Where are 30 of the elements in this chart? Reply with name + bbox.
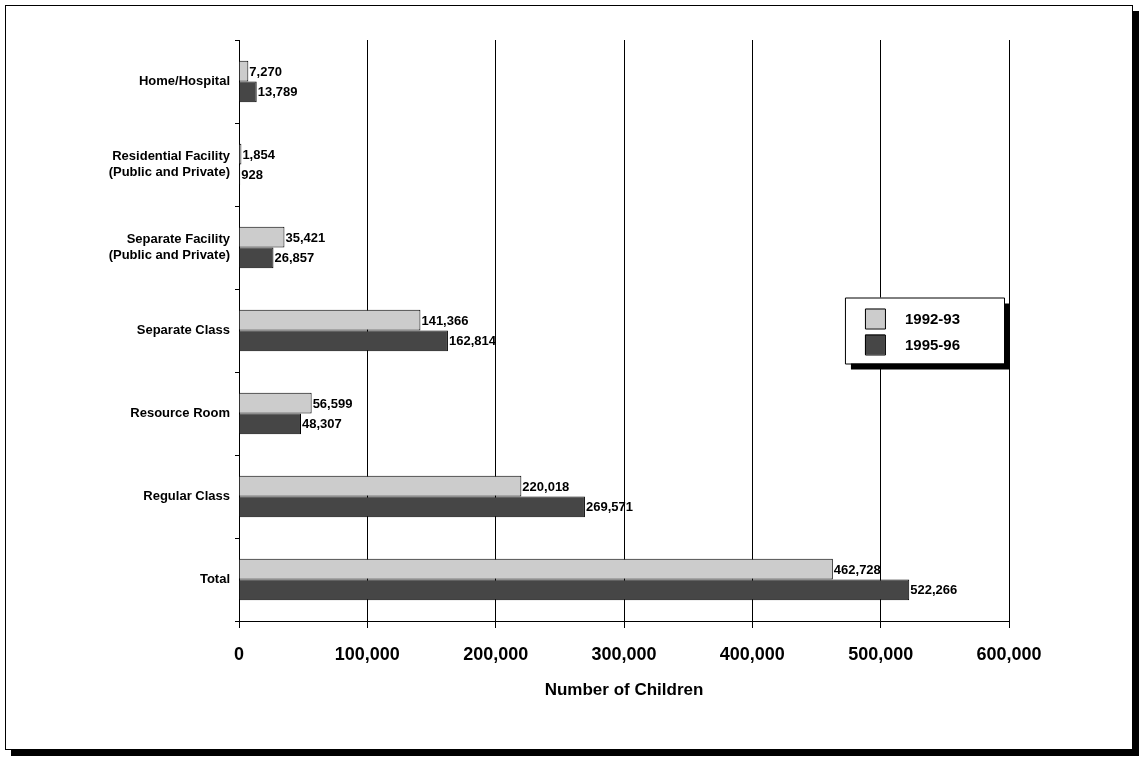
x-tick-label: 200,000 [463,643,529,664]
data-label: 522,266 [910,582,958,598]
x-tick-label: 400,000 [719,643,785,664]
x-tick-label: 100,000 [334,643,400,664]
data-label: 162,814 [448,333,497,349]
data-label: 48,307 [301,416,342,432]
y-tick-label: Resource Room [130,405,230,421]
x-tick-label: 600,000 [976,643,1042,664]
data-label: 13,789 [257,84,298,100]
data-label: 928 [241,167,263,183]
x-tick-label: 300,000 [591,643,657,664]
y-tick-label: Total [199,571,230,587]
x-axis-title: Number of Children [544,680,704,700]
x-tick-label: 500,000 [848,643,914,664]
data-label: 7,270 [249,63,282,79]
data-label: 462,728 [833,561,881,577]
y-tick-label: Regular Class [143,488,230,504]
data-label: 56,599 [312,395,353,411]
data-label: 141,366 [421,312,469,328]
y-tick-label: Residential Facility (Public and Private) [108,148,231,179]
data-label: 35,421 [285,229,326,245]
y-tick-label: Separate Facility (Public and Private) [108,231,231,262]
legend-label: 1992-93 [904,309,961,327]
x-tick-label: 0 [233,643,245,664]
y-tick-label: Separate Class [136,322,230,338]
y-tick-label: Home/Hospital [138,73,230,89]
data-label: 1,854 [242,146,276,162]
data-label: 26,857 [274,250,315,266]
legend-label: 1995-96 [904,335,961,353]
data-label: 220,018 [522,478,570,494]
